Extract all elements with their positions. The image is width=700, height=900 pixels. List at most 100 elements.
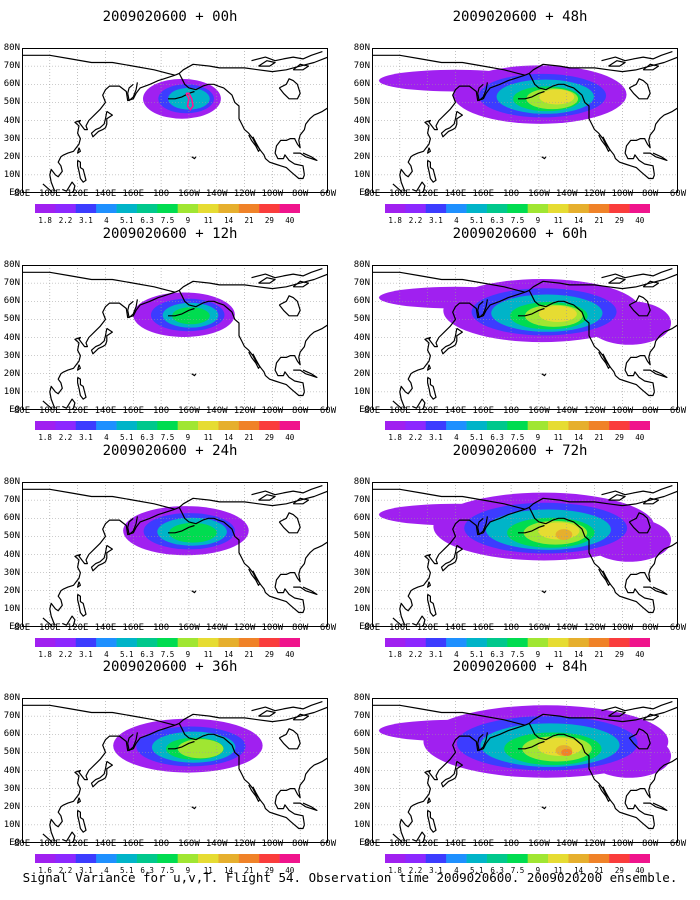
coastline bbox=[274, 324, 328, 392]
coastline bbox=[608, 277, 626, 284]
longitude-tick-label: 120E bbox=[416, 623, 439, 633]
coastline bbox=[608, 60, 626, 67]
colorbar-level-label: 3.1 bbox=[429, 216, 443, 225]
colorbar-level-label: 29 bbox=[614, 433, 624, 442]
colorbar-level-label: 40 bbox=[285, 650, 295, 659]
panel-title: 2009020600 + 36h bbox=[102, 659, 238, 675]
latitude-tick-label: 70N bbox=[3, 61, 20, 72]
forecast-panel: 2009020600 + 00h 80N 70N 60N 50N 40N 30N 20N 10N… bbox=[0, 8, 340, 225]
latitude-tick-label: 80N bbox=[353, 260, 370, 270]
longitude-tick-label: 120W bbox=[583, 189, 606, 199]
colorbar-swatch bbox=[279, 854, 300, 863]
colorbar-swatch bbox=[279, 638, 300, 647]
longitude-tick-label: 120E bbox=[66, 189, 89, 199]
flight-track bbox=[185, 92, 194, 111]
latitude-tick-label: 60N bbox=[353, 79, 370, 90]
coastline bbox=[76, 364, 82, 371]
coastline bbox=[601, 485, 673, 496]
colorbar-level-label: 5.1 bbox=[119, 650, 134, 659]
colorbar-level-label: 7.5 bbox=[510, 650, 525, 659]
coastline bbox=[248, 134, 261, 152]
longitude-tick-label: 80W bbox=[292, 623, 309, 633]
coastline bbox=[643, 802, 668, 812]
map-frame bbox=[22, 698, 328, 843]
coastline bbox=[601, 268, 673, 279]
colorbar-swatch bbox=[609, 204, 630, 213]
longitude-tick-label: 100E bbox=[38, 839, 61, 849]
colorbar-swatch bbox=[116, 638, 138, 647]
colorbar-swatch bbox=[177, 638, 199, 647]
coastline bbox=[392, 833, 404, 843]
latitude-tick-label: 80N bbox=[3, 260, 20, 270]
coastline bbox=[293, 369, 318, 379]
colorbar-swatch bbox=[609, 638, 630, 647]
colorbar-level-label: 21 bbox=[244, 866, 254, 875]
coastline bbox=[90, 544, 114, 572]
colorbar-level-label: 1.8 bbox=[38, 433, 52, 442]
latitude-tick-label: 70N bbox=[3, 711, 20, 722]
colorbar-swatch bbox=[588, 854, 610, 863]
colorbar-swatch bbox=[198, 204, 219, 213]
colorbar-level-label: 4 bbox=[104, 433, 109, 442]
latitude-tick-label: 20N bbox=[353, 585, 370, 596]
coastline bbox=[76, 797, 82, 804]
latitude-tick-label: EQ bbox=[9, 838, 20, 848]
map-frame bbox=[372, 265, 678, 410]
colorbar-level-label: 11 bbox=[553, 216, 563, 225]
latitude-tick-label: 20N bbox=[3, 151, 20, 162]
colorbar-level-label: 1.8 bbox=[38, 216, 52, 225]
coastline bbox=[62, 398, 76, 410]
colorbar-swatch bbox=[385, 854, 406, 863]
colorbar-level-label: 4 bbox=[104, 650, 109, 659]
colorbar-level-label: 2.2 bbox=[408, 650, 423, 659]
latitude-tick-label: 50N bbox=[3, 97, 20, 108]
colorbar-level-label: 9 bbox=[185, 650, 191, 659]
forecast-panel: 2009020600 + 60h 80N 70N 60N 50N 40N 30N 20N 10N… bbox=[350, 225, 690, 442]
latitude-tick-label: 50N bbox=[353, 314, 370, 325]
colorbar-level-label: 9 bbox=[185, 866, 191, 875]
colorbar-swatch bbox=[548, 421, 569, 430]
coastline bbox=[426, 147, 432, 154]
colorbar bbox=[385, 421, 650, 430]
colorbar-level-label: 29 bbox=[264, 433, 274, 442]
coastline bbox=[258, 710, 276, 717]
coastline bbox=[628, 78, 651, 100]
colorbar-swatch bbox=[609, 854, 630, 863]
coastline bbox=[598, 784, 611, 802]
longitude-tick-label: 180 bbox=[152, 623, 170, 633]
colorbar-level-label: 6.3 bbox=[490, 866, 504, 875]
colorbar-swatch bbox=[466, 854, 488, 863]
latitude-tick-label: 40N bbox=[353, 332, 370, 343]
colorbar-level-label: 3.1 bbox=[429, 433, 443, 442]
longitude-tick-label: 140E bbox=[94, 839, 117, 849]
longitude-tick-label: 80W bbox=[642, 839, 659, 849]
latitude-tick-label: 40N bbox=[3, 765, 20, 776]
colorbar-swatch bbox=[218, 854, 240, 863]
colorbar-swatch bbox=[629, 638, 650, 647]
colorbar bbox=[35, 421, 300, 430]
coastline bbox=[274, 757, 328, 825]
variance-contour bbox=[539, 89, 575, 105]
latitude-tick-label: 20N bbox=[3, 585, 20, 596]
coastline bbox=[62, 181, 76, 193]
map-frame bbox=[372, 698, 678, 843]
colorbar-swatch bbox=[385, 421, 406, 430]
latitude-tick-label: 30N bbox=[3, 133, 20, 144]
signal-variance-map bbox=[22, 48, 328, 193]
coastline bbox=[643, 152, 668, 162]
longitude-tick-label: 60W bbox=[319, 189, 337, 199]
longitude-tick-label: 120W bbox=[583, 839, 606, 849]
coastline bbox=[528, 507, 655, 614]
colorbar-swatch bbox=[75, 854, 97, 863]
longitude-tick-label: 120E bbox=[66, 623, 89, 633]
map-frame bbox=[372, 482, 678, 627]
coastline bbox=[174, 273, 328, 293]
colorbar-level-label: 14 bbox=[224, 866, 234, 875]
colorbar-level-label: 6.3 bbox=[140, 216, 154, 225]
colorbar-swatch bbox=[486, 421, 508, 430]
latitude-tick-label: 40N bbox=[3, 332, 20, 343]
colorbar-level-label: 5.1 bbox=[119, 866, 134, 875]
colorbar-level-label: 5.1 bbox=[469, 433, 484, 442]
coastline bbox=[178, 723, 305, 830]
latitude-tick-label: 10N bbox=[3, 169, 20, 180]
